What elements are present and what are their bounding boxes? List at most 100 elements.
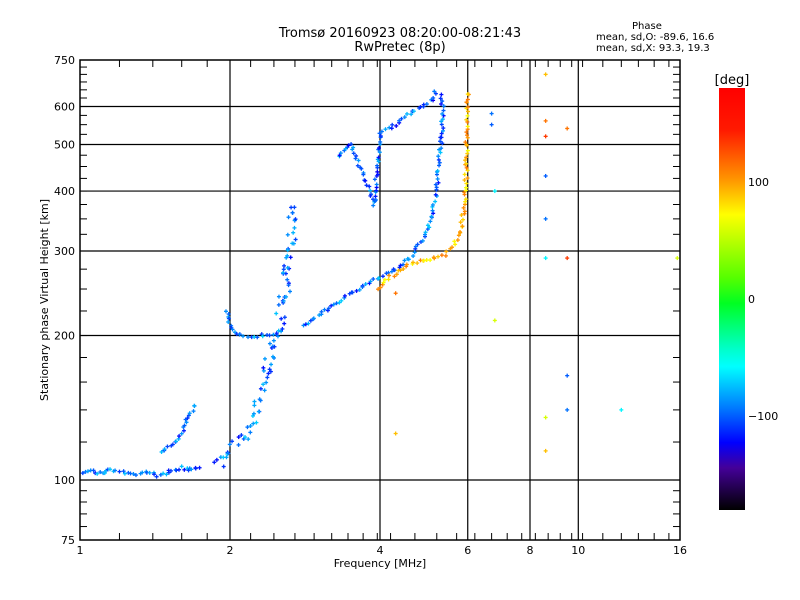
data-point — [236, 442, 241, 447]
data-point — [329, 303, 334, 308]
data-point — [376, 276, 381, 281]
data-point — [543, 415, 548, 420]
data-point — [463, 197, 468, 202]
data-point — [252, 403, 257, 408]
data-point — [372, 177, 377, 182]
data-point — [154, 474, 159, 479]
data-point — [337, 153, 342, 158]
data-point — [248, 424, 253, 429]
data-point — [464, 181, 469, 186]
data-point — [131, 471, 136, 476]
data-point — [287, 289, 292, 294]
data-point — [282, 263, 287, 268]
data-point — [285, 277, 290, 282]
data-point — [165, 444, 170, 449]
data-point — [147, 470, 152, 475]
data-point — [291, 230, 296, 235]
y-axis-label: Stationary phase Virtual Height [km] — [38, 199, 51, 401]
data-point — [262, 388, 267, 393]
data-point — [267, 341, 272, 346]
y-tick-label: 750 — [54, 54, 75, 67]
data-point — [463, 140, 468, 145]
axis-ticks — [79, 59, 680, 541]
data-point — [393, 431, 398, 436]
data-point — [464, 117, 469, 122]
data-point — [371, 277, 376, 282]
y-tick-label: 400 — [54, 185, 75, 198]
data-point — [197, 465, 202, 470]
data-point — [351, 151, 356, 156]
data-point — [433, 182, 438, 187]
data-point — [282, 321, 287, 326]
data-point — [301, 323, 306, 328]
data-point — [435, 168, 440, 173]
data-point — [371, 197, 376, 202]
data-point — [453, 242, 458, 247]
data-point — [383, 127, 388, 132]
data-point — [565, 407, 570, 412]
data-point — [543, 173, 548, 178]
data-point — [565, 373, 570, 378]
y-tick-label: 600 — [54, 101, 75, 114]
data-point — [437, 160, 442, 165]
data-point — [438, 150, 443, 155]
x-tick-label: 4 — [377, 544, 384, 557]
data-point — [565, 126, 570, 131]
data-point — [427, 225, 432, 230]
data-point — [387, 273, 392, 278]
data-point — [456, 233, 461, 238]
data-point — [251, 421, 256, 426]
data-point — [492, 318, 497, 323]
data-point — [241, 334, 246, 339]
data-point — [363, 282, 368, 287]
data-point — [349, 142, 354, 147]
data-point — [285, 232, 290, 237]
data-point — [265, 375, 270, 380]
data-point — [182, 423, 187, 428]
data-point — [438, 139, 443, 144]
data-point — [285, 265, 290, 270]
data-point — [159, 449, 164, 454]
data-point — [164, 472, 169, 477]
colorbar-label: [deg] — [715, 73, 750, 88]
data-point — [152, 472, 157, 477]
data-point — [179, 464, 184, 469]
data-point — [364, 183, 369, 188]
data-point — [221, 464, 226, 469]
data-point — [292, 205, 297, 210]
data-point — [331, 302, 336, 307]
data-point — [405, 111, 410, 116]
data-point — [440, 99, 445, 104]
data-point — [266, 371, 271, 376]
data-point — [440, 117, 445, 122]
data-point — [168, 468, 173, 473]
data-point — [489, 122, 494, 127]
data-point — [439, 135, 444, 140]
data-point — [368, 279, 373, 284]
data-point — [376, 146, 381, 151]
data-point — [465, 105, 470, 110]
data-point — [346, 143, 351, 148]
data-point — [444, 249, 449, 254]
data-point — [393, 291, 398, 296]
data-point — [281, 267, 286, 272]
data-point — [452, 239, 457, 244]
chart-title: Tromsø 20160923 08:20:00-08:21:43 — [278, 26, 522, 41]
data-point — [371, 203, 376, 208]
data-point — [465, 119, 470, 124]
data-point — [376, 159, 381, 164]
x-tick-label: 2 — [227, 544, 234, 557]
stats-x-label: mean, sd,X: — [596, 43, 656, 54]
data-point — [394, 123, 399, 128]
y-tick-labels: 75 100 200 300 400 500 600 750 — [54, 54, 75, 547]
data-point — [350, 147, 355, 152]
data-point — [280, 326, 285, 331]
data-point — [271, 338, 276, 343]
data-point — [258, 386, 263, 391]
data-point — [543, 216, 548, 221]
data-point — [565, 256, 570, 261]
data-point — [187, 411, 192, 416]
data-point — [465, 92, 470, 97]
data-point — [432, 256, 437, 261]
data-point — [252, 399, 257, 404]
